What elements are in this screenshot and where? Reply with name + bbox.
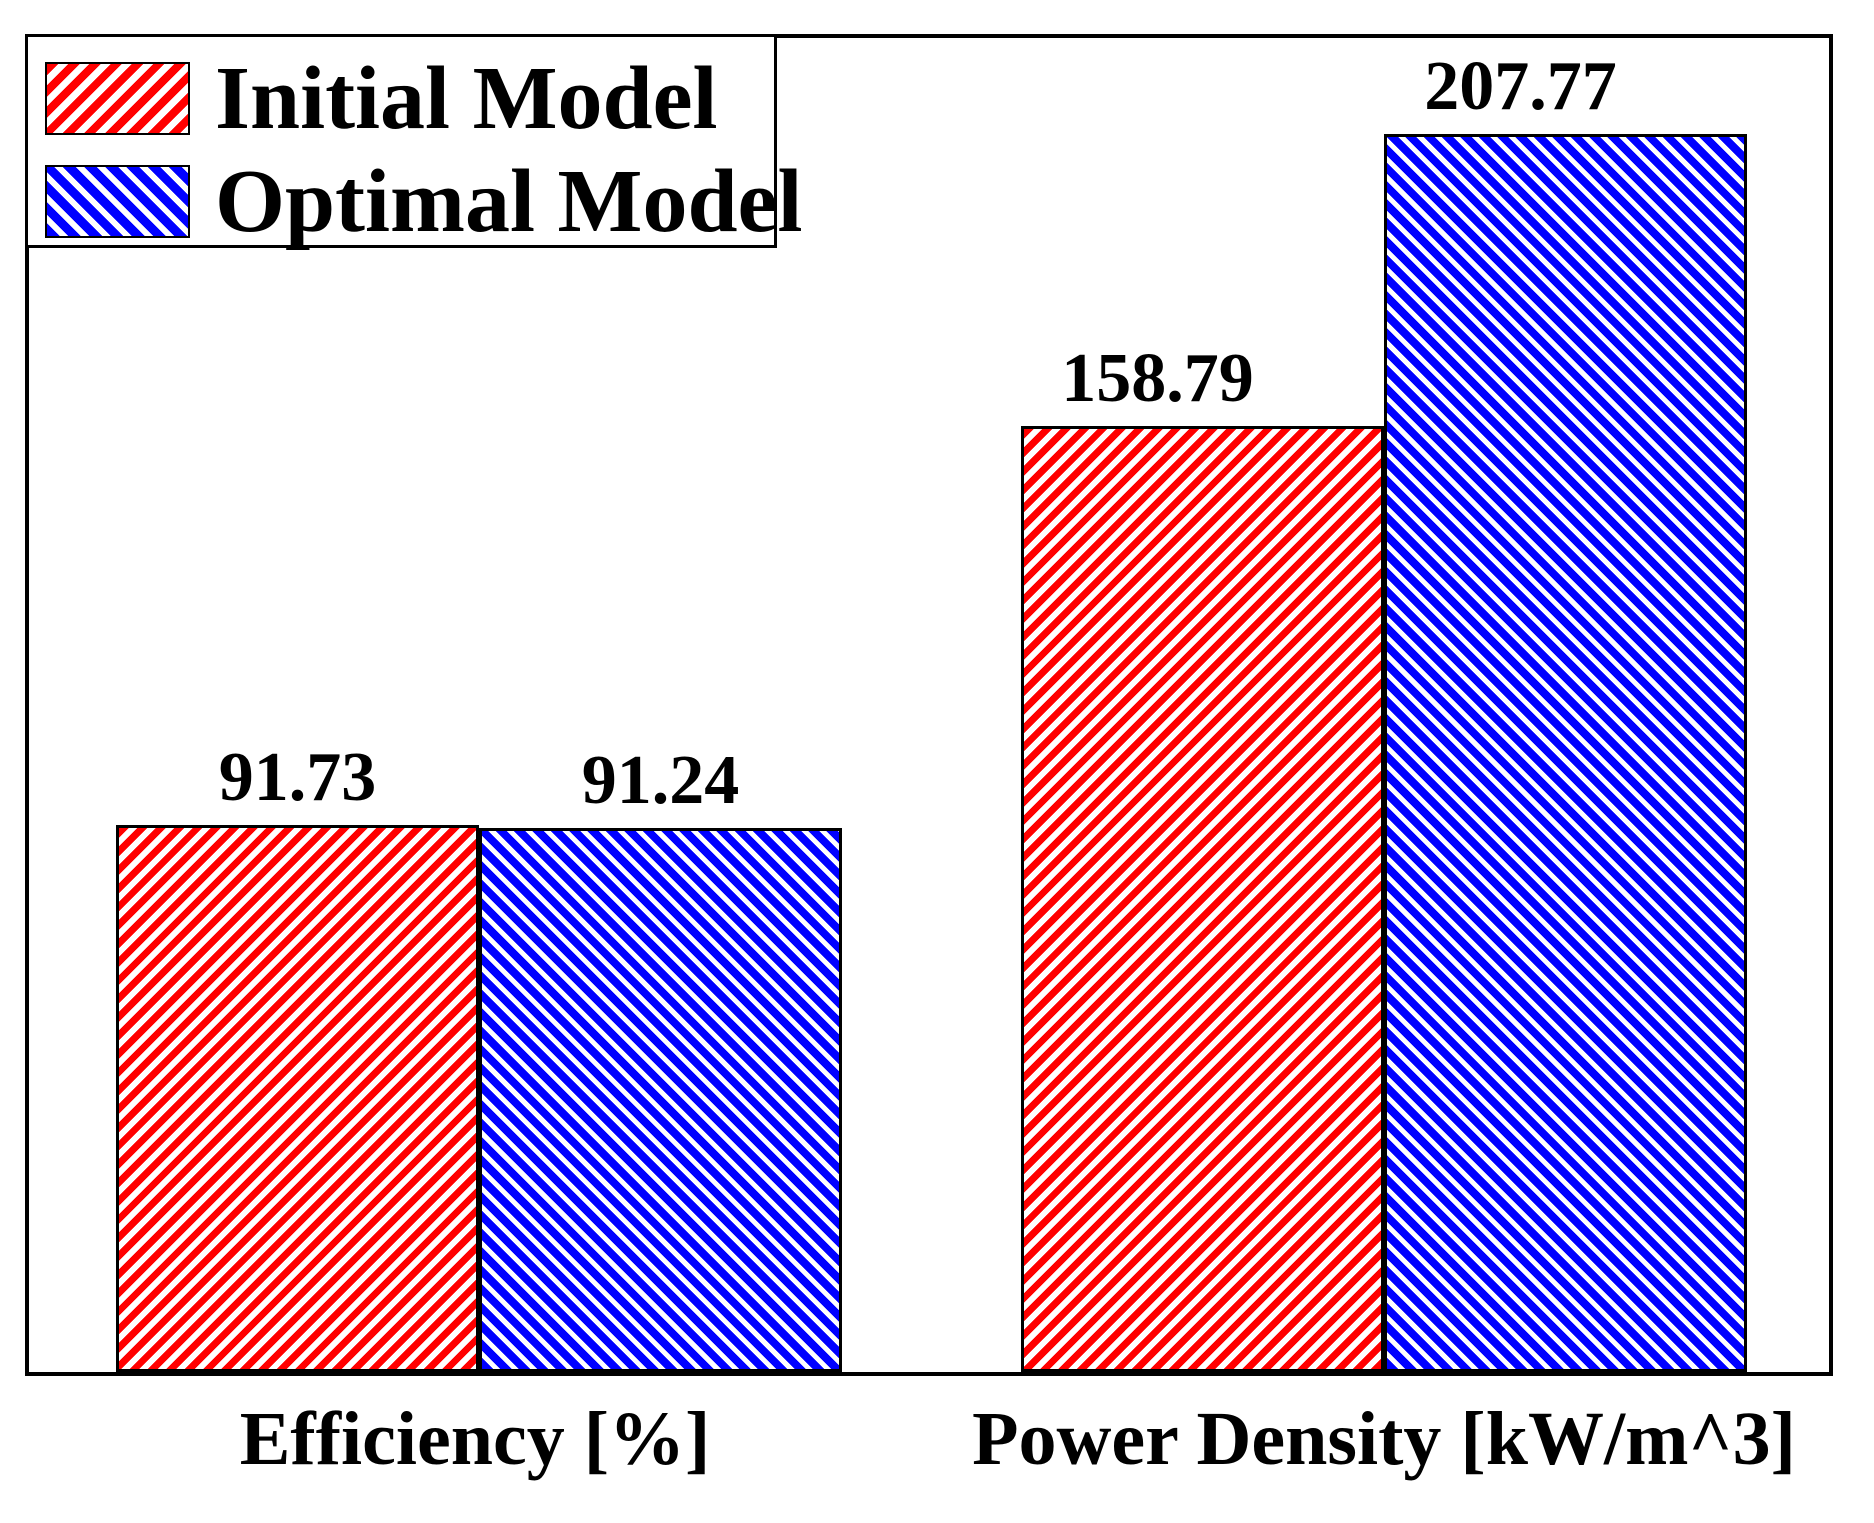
legend-box: Initial Model Optimal Model xyxy=(25,34,802,248)
bar-initial-model-efficiency xyxy=(116,825,479,1372)
value-label-optimal-model-power-density-kw-m-3: 207.77 xyxy=(1424,48,1617,125)
plot-area: 91.73 91.24 158.79 207.77 xyxy=(29,38,1829,1372)
bar-optimal-model-efficiency xyxy=(479,828,842,1372)
legend-label-initial-model: Initial Model xyxy=(215,49,718,148)
legend-label-optimal-model: Optimal Model xyxy=(215,152,803,251)
value-label-initial-model-power-density-kw-m-3: 158.79 xyxy=(1061,340,1254,417)
bar-optimal-model-power-density-kw-m-3 xyxy=(1384,134,1747,1372)
x-axis-label-efficiency: Efficiency [%] xyxy=(239,1397,711,1481)
legend-swatch-initial-model xyxy=(45,62,190,135)
value-label-optimal-model-efficiency: 91.24 xyxy=(581,742,740,819)
legend-swatch-optimal-model xyxy=(45,165,190,238)
x-axis-label-power-density: Power Density [kW/m^3] xyxy=(972,1397,1796,1481)
value-label-initial-model-efficiency: 91.73 xyxy=(218,739,377,816)
bar-initial-model-power-density-kw-m-3 xyxy=(1021,426,1384,1372)
